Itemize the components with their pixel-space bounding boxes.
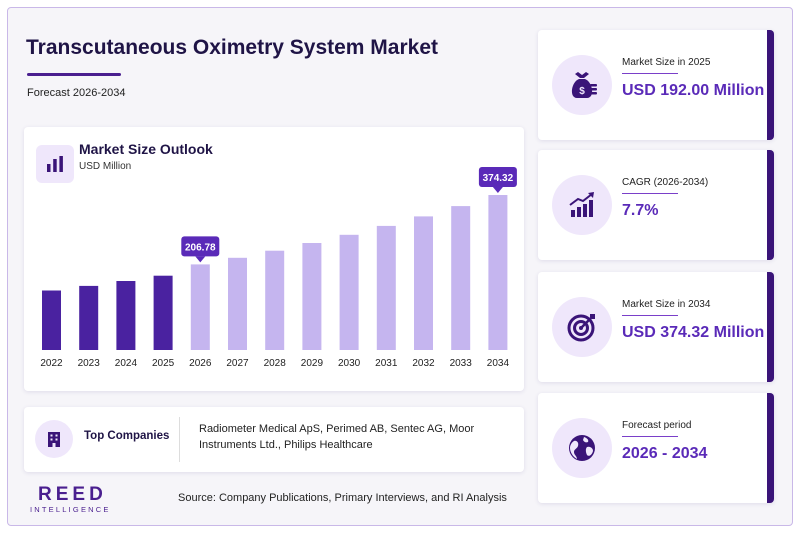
bar-2030 [339,234,359,350]
stat-label: Forecast period [622,420,692,431]
stat-value: 7.7% [622,202,659,219]
stat-card-forecast-period: Forecast period 2026 - 2034 [538,393,774,503]
x-tick-label: 2033 [450,358,473,369]
bar-2026 [190,264,210,350]
bar-chart-icon [36,145,74,183]
x-tick-label: 2029 [301,358,324,369]
data-label: 206.78 [185,242,216,253]
bar-2028 [265,250,285,350]
bar-chart: 2022 2023 2024 2025 2026 2027 2028 2029 2030 2031… [40,167,517,369]
callout-2034: 374.32 [478,167,517,193]
stat-label: Market Size in 2034 [622,299,711,310]
x-tick-label: 2022 [40,358,63,369]
stat-value: 2026 - 2034 [622,445,708,462]
x-tick-label: 2026 [189,358,212,369]
callout-2026: 206.78 [181,236,220,263]
stat-card-market-size-2034: Market Size in 2034 USD 374.32 Million [538,272,774,382]
target-icon [552,297,612,357]
logo-tagline: INTELLIGENCE [30,505,111,514]
x-tick-label: 2023 [78,358,101,369]
stat-label: Market Size in 2025 [622,57,711,68]
x-tick-label: 2028 [264,358,287,369]
stat-divider [622,315,678,316]
x-tick-label: 2032 [412,358,435,369]
top-companies-list: Radiometer Medical ApS, Perimed AB, Sent… [199,423,475,451]
bar-2025 [153,275,173,350]
x-tick-label: 2025 [152,358,175,369]
page-subtitle: Forecast 2026-2034 [27,87,126,99]
stat-divider [622,193,678,194]
growth-chart-icon [552,175,612,235]
chart-card: Market Size Outlook USD Million 2022 2023… [24,127,524,391]
bar-2022 [42,290,61,350]
bar-2034 [488,195,508,350]
bar-2032 [414,216,433,350]
stat-divider [622,436,678,437]
x-tick-label: 2027 [226,358,249,369]
top-companies-card: Top Companies Radiometer Medical ApS, Pe… [24,407,524,472]
globe-icon [552,418,612,478]
bar-2024 [116,281,136,350]
svg-text:$: $ [579,86,585,97]
stat-divider [622,73,678,74]
stat-card-market-size-2025: $ Market Size in 2025 USD 192.00 Million [538,30,774,140]
stat-card-cagr: CAGR (2026-2034) 7.7% [538,150,774,260]
bar-2031 [376,225,396,350]
building-icon [35,420,73,458]
stat-value: USD 374.32 Million [622,324,765,341]
chart-unit: USD Million [79,161,132,172]
logo-wordmark: REED [38,484,107,505]
stat-label: CAGR (2026-2034) [622,177,709,188]
page-title: Transcutaneous Oximetry System Market [26,36,439,59]
companies-divider [179,417,180,462]
top-companies-label: Top Companies [84,430,170,442]
x-tick-label: 2030 [338,358,361,369]
chart-title: Market Size Outlook [79,141,213,157]
money-bag-icon: $ [552,55,612,115]
x-tick-label: 2024 [115,358,138,369]
x-tick-label: 2034 [487,358,510,369]
bar-2033 [451,206,471,350]
bar-2023 [79,285,99,350]
title-underline [27,73,121,76]
data-label: 374.32 [483,173,514,184]
stat-value: USD 192.00 Million [622,82,765,99]
bar-2029 [302,243,322,350]
bar-2027 [228,257,247,350]
source-note: Source: Company Publications, Primary In… [178,492,507,504]
x-tick-label: 2031 [375,358,398,369]
